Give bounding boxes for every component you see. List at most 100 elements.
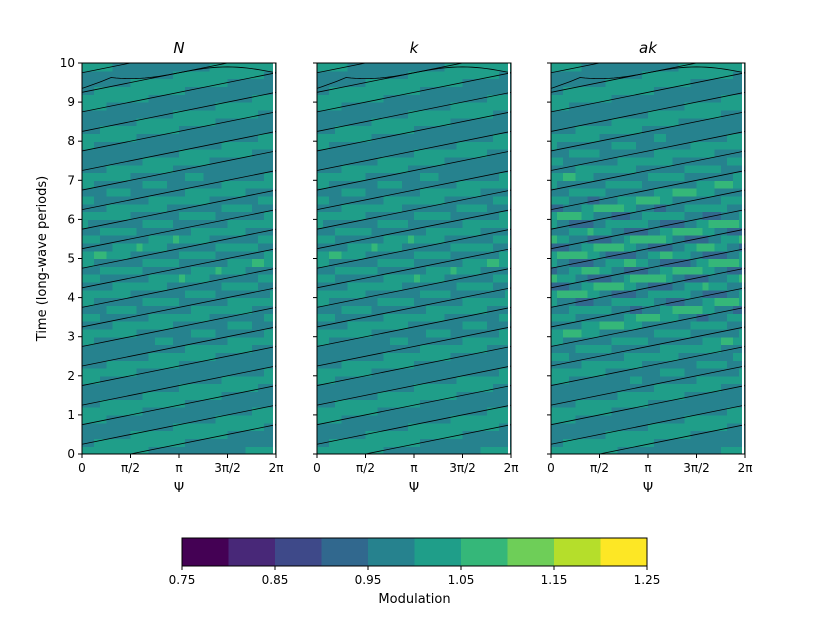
contour-cell	[492, 328, 500, 338]
contour-cell	[414, 164, 421, 174]
contour-cell	[383, 86, 391, 95]
contour-cell	[395, 367, 403, 377]
x-tick-label: π	[410, 461, 417, 475]
contour-cell	[504, 164, 511, 174]
contour-cell	[395, 328, 403, 338]
contour-cell	[738, 266, 745, 275]
contour-cell	[100, 180, 107, 189]
contour-cell	[498, 78, 506, 88]
contour-cell	[389, 235, 397, 244]
contour-cell	[263, 352, 271, 361]
contour-cell	[498, 399, 506, 408]
contour-cell	[257, 344, 265, 353]
contour-cell	[160, 86, 168, 95]
contour-cell	[575, 360, 582, 369]
contour-cell	[106, 188, 113, 197]
colorbar-swatch	[414, 538, 462, 566]
contour-cell	[420, 266, 427, 275]
contour-cell	[684, 227, 692, 236]
contour-cell	[438, 360, 445, 369]
contour-cell	[221, 446, 229, 454]
contour-cell	[323, 133, 330, 142]
contour-cell	[605, 180, 613, 189]
contour-cell	[118, 203, 126, 213]
contour-cell	[690, 360, 698, 369]
contour-cell	[353, 180, 361, 189]
contour-cell	[666, 305, 673, 314]
contour-cell	[353, 281, 361, 291]
contour-cell	[462, 266, 470, 275]
contour-cell	[401, 360, 409, 369]
contour-cell	[456, 164, 464, 174]
contour-cell	[389, 227, 397, 236]
contour-cell	[341, 242, 348, 252]
contour-cell	[714, 266, 722, 275]
contour-cell	[227, 133, 235, 142]
contour-cell	[480, 344, 488, 353]
contour-cell	[486, 133, 494, 142]
contour-cell	[569, 141, 576, 150]
contour-cell	[94, 383, 101, 393]
contour-cell	[492, 102, 500, 111]
contour-cell	[569, 258, 576, 267]
contour-cell	[714, 70, 722, 80]
contour-cell	[395, 383, 403, 393]
contour-cell	[251, 211, 259, 220]
contour-cell	[106, 281, 113, 291]
contour-cell	[401, 172, 409, 181]
contour-cell	[468, 156, 476, 166]
contour-cell	[587, 274, 595, 283]
contour-cell	[209, 149, 216, 158]
contour-cell	[227, 407, 235, 416]
contour-cell	[702, 235, 710, 244]
contour-cell	[88, 430, 95, 439]
contour-cell	[172, 446, 180, 454]
contour-cell	[371, 289, 379, 299]
contour-cell	[203, 86, 210, 95]
contour-cell	[623, 391, 631, 400]
contour-cell	[257, 188, 265, 197]
colorbar-tick-label: 0.75	[169, 573, 196, 587]
contour-cell	[617, 446, 625, 454]
contour-cell	[142, 281, 150, 291]
contour-cell	[617, 328, 625, 338]
contour-cell	[233, 266, 241, 275]
contour-cell	[335, 125, 342, 134]
y-tick-label: 6	[67, 212, 75, 226]
contour-cell	[94, 305, 101, 314]
contour-cell	[88, 235, 95, 244]
contour-cell	[347, 407, 354, 416]
contour-cell	[179, 289, 186, 299]
contour-cell	[185, 195, 192, 205]
contour-cell	[726, 438, 734, 447]
contour-cell	[623, 297, 631, 307]
contour-cell	[684, 328, 692, 338]
contour-cell	[678, 78, 685, 88]
contour-cell	[599, 281, 607, 291]
contour-cell	[269, 235, 276, 244]
contour-cell	[383, 399, 391, 408]
contour-cell	[480, 70, 488, 80]
contour-cell	[227, 258, 235, 267]
contour-cell	[197, 195, 204, 205]
contour-cell	[599, 149, 607, 158]
contour-cell	[593, 133, 601, 142]
contour-cell	[474, 211, 482, 220]
contour-cell	[635, 375, 643, 385]
contour-cell	[581, 305, 588, 314]
contour-cell	[732, 203, 740, 213]
contour-cell	[551, 352, 558, 361]
contour-cell	[245, 407, 253, 416]
contour-cell	[371, 407, 379, 416]
contour-cell	[154, 422, 162, 432]
contour-cell	[498, 313, 506, 322]
contour-cell	[641, 86, 649, 95]
contour-cell	[569, 125, 576, 134]
contour-cell	[221, 141, 229, 150]
contour-cell	[160, 63, 168, 72]
contour-line	[82, 131, 276, 171]
contour-cell	[438, 235, 445, 244]
contour-cell	[708, 242, 716, 252]
contour-cell	[136, 297, 144, 307]
contour-cell	[233, 328, 241, 338]
